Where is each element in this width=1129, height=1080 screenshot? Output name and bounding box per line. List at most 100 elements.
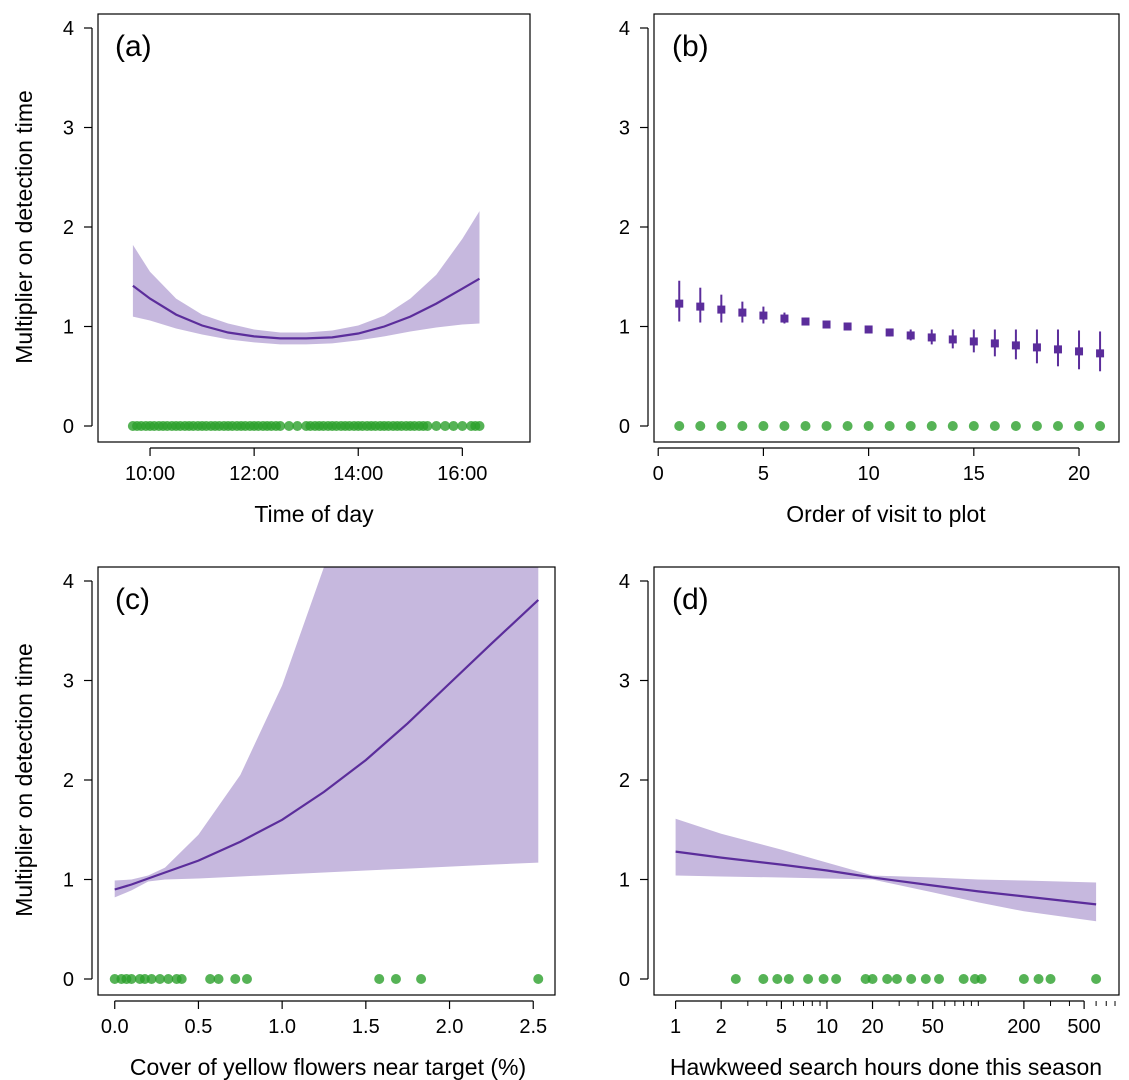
rug-point-a-69 [457,421,468,431]
y-axis-title-c: Multiplier on detection time [11,643,37,917]
rug-point-b-7 [821,421,832,431]
rug-point-d-19 [1045,974,1056,984]
y-tick-label-c-1: 1 [63,870,74,892]
x-tick-label-c-4: 2.0 [436,1016,464,1038]
y-tick-label-a-3: 3 [63,118,74,140]
fit-line-d-0 [675,850,1097,906]
point-b-4 [759,311,768,320]
y-tick-label-d-1: 1 [619,870,630,892]
plot-frame-d [653,566,1120,996]
fit-line-c [114,599,540,891]
rug-point-a-35 [284,421,295,431]
fit-line-a-0 [132,277,481,340]
y-tick-label-a-1: 1 [63,317,74,339]
rug-point-c-18 [533,974,544,984]
rug-point-b-18 [1052,421,1063,431]
point-b-19 [1075,347,1084,356]
x-tick-label-d-5: 50 [922,1016,944,1038]
rug-point-b-16 [1010,421,1021,431]
y-tick-label-c-4: 4 [63,571,74,593]
point-b-5 [780,314,789,323]
point-b-20 [1096,349,1105,358]
rug-point-d-1 [758,974,769,984]
confidence-band-a-0 [132,211,480,345]
data-marks-c [109,974,544,984]
y-tick-label-b-2: 2 [619,217,630,239]
x-tick-label-a-2: 14:00 [333,463,383,485]
point-b-17 [1032,343,1041,352]
confidence-band-a [132,211,480,345]
data-marks-a [127,421,485,431]
rug-point-d-17 [1018,974,1029,984]
rug-point-d-14 [958,974,969,984]
point-b-1 [696,302,705,311]
x-tick-label-b-0: 0 [653,463,664,485]
y-tick-label-d-0: 0 [619,969,630,991]
fit-line-a [132,277,481,340]
x-tick-label-b-3: 15 [963,463,985,485]
x-tick-label-a-3: 16:00 [437,463,487,485]
rug-point-a-72 [474,421,485,431]
rug-point-d-18 [1033,974,1044,984]
rug-point-c-6 [146,974,157,984]
panel-label-d: (d) [672,583,709,616]
rug-point-d-5 [818,974,829,984]
y-axis-title-a: Multiplier on detection time [11,90,37,364]
rug-point-d-2 [772,974,783,984]
rug-point-b-13 [947,421,958,431]
panel-label-c: (c) [115,583,150,616]
rug-point-b-11 [905,421,916,431]
rug-point-b-6 [800,421,811,431]
point-b-13 [948,335,957,344]
x-tick-label-d-4: 20 [861,1016,883,1038]
y-tick-label-d-4: 4 [619,571,630,593]
axes-c: 0.0 0.5 1.0 1.5 2.0 2.5 0 1 2 3 4 [63,571,547,1038]
rug-point-d-12 [920,974,931,984]
rug-point-b-1 [695,421,706,431]
rug-point-b-9 [863,421,874,431]
x-axis-title-a: Time of day [254,501,374,527]
panel-c: 0.0 0.5 1.0 1.5 2.0 2.5 0 1 2 3 4 (c) Cover of yel… [11,566,556,1080]
x-axis-title-d: Hawkweed search hours done this season [670,1054,1102,1080]
axes-a: 10:00 12:00 14:00 16:00 0 1 2 3 4 [63,18,487,485]
y-tick-label-b-1: 1 [619,317,630,339]
y-tick-label-a-4: 4 [63,18,74,40]
point-b-7 [822,320,831,329]
x-tick-label-a-0: 10:00 [125,463,175,485]
x-axis-title-c: Cover of yellow flowers near target (%) [130,1054,526,1080]
x-tick-label-d-7: 500 [1067,1016,1100,1038]
y-tick-label-b-3: 3 [619,118,630,140]
rug-point-a-68 [448,421,459,431]
rug-point-b-2 [716,421,727,431]
point-b-15 [990,339,999,348]
rug-point-d-11 [906,974,917,984]
x-tick-label-a-1: 12:00 [229,463,279,485]
plot-frame-a [97,13,531,443]
panel-d: 1 2 5 10 20 50 200 500 0 1 2 3 4 (d) Hawkweed search… [619,566,1120,1080]
panel-label-b: (b) [672,30,709,63]
rug-point-d-7 [860,974,871,984]
point-b-14 [969,337,978,346]
x-tick-label-d-0: 1 [670,1016,681,1038]
confidence-band-c-0 [114,567,539,898]
x-tick-label-c-1: 0.5 [185,1016,213,1038]
point-b-11 [906,331,915,340]
plot-frame-b [653,13,1120,443]
rug-point-c-13 [230,974,241,984]
rug-point-a-65 [422,421,433,431]
rug-point-b-0 [674,421,685,431]
data-marks-d [730,974,1102,984]
x-tick-label-c-0: 0.0 [101,1016,129,1038]
rug-point-d-16 [976,974,987,984]
point-b-8 [843,322,852,331]
fit-line-d [675,850,1097,906]
point-b-16 [1011,341,1020,350]
x-tick-label-d-1: 2 [716,1016,727,1038]
rug-point-b-20 [1095,421,1106,431]
point-b-0 [675,299,684,308]
y-tick-label-c-3: 3 [63,671,74,693]
rug-point-a-66 [431,421,442,431]
x-tick-label-c-3: 1.5 [352,1016,380,1038]
x-tick-label-d-6: 200 [1007,1016,1040,1038]
